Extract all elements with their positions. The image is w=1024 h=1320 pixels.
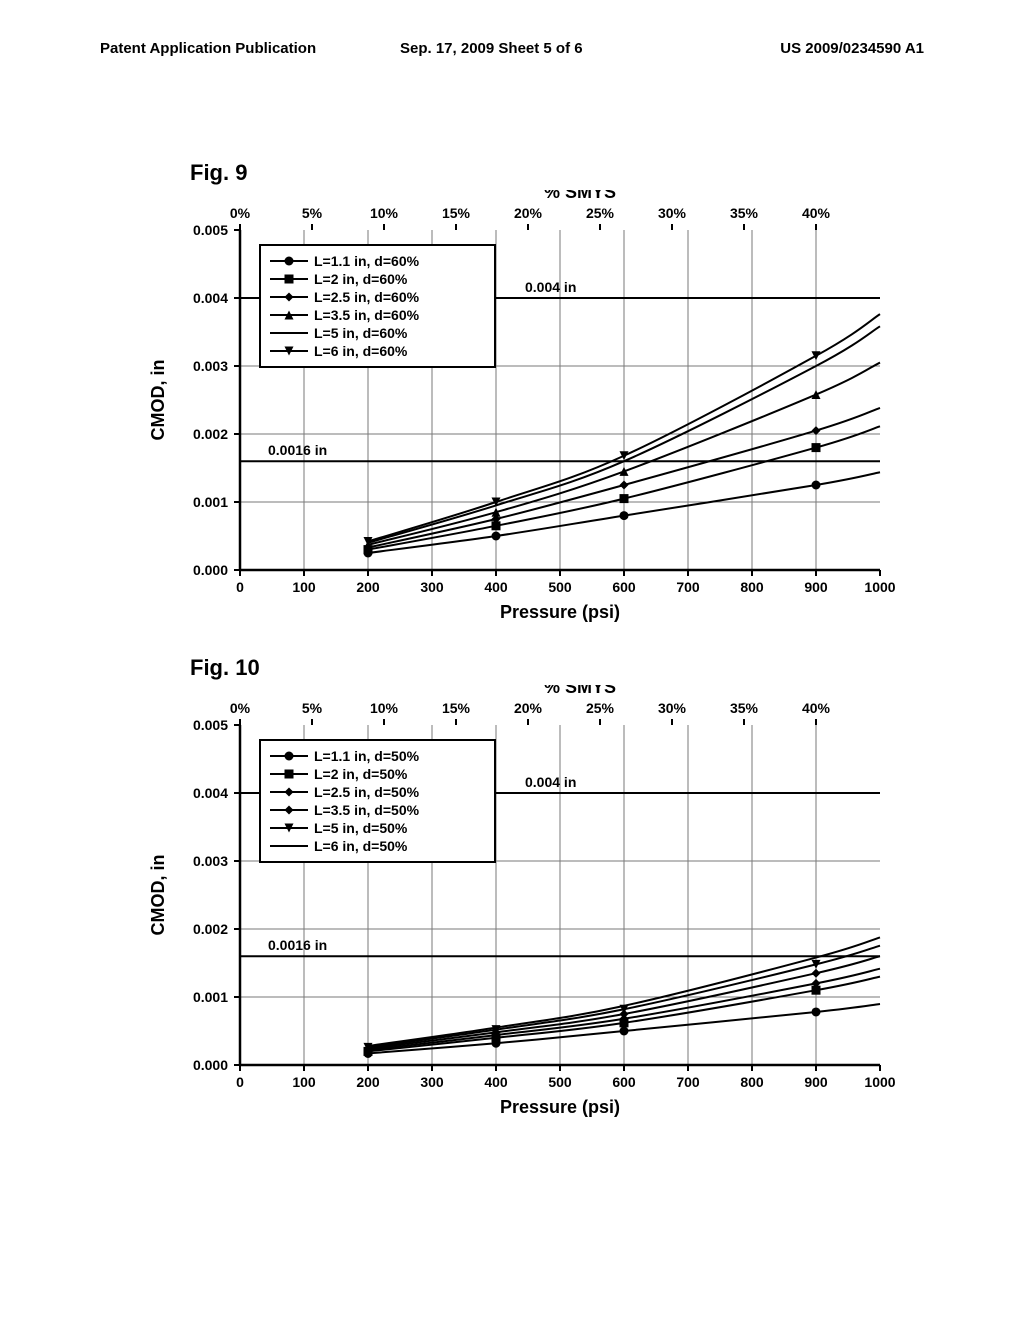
svg-text:700: 700 (676, 1074, 700, 1090)
svg-text:% SMYS: % SMYS (544, 685, 616, 697)
svg-text:L=6 in, d=50%: L=6 in, d=50% (314, 838, 408, 854)
svg-text:L=2.5 in, d=50%: L=2.5 in, d=50% (314, 784, 420, 800)
svg-text:35%: 35% (730, 205, 759, 221)
svg-text:0.005: 0.005 (193, 222, 228, 238)
figure-9-title: Fig. 9 (190, 160, 247, 186)
svg-text:0.000: 0.000 (193, 1057, 228, 1073)
svg-text:L=3.5 in, d=50%: L=3.5 in, d=50% (314, 802, 420, 818)
svg-text:400: 400 (484, 1074, 508, 1090)
svg-text:300: 300 (420, 579, 444, 595)
svg-text:5%: 5% (302, 205, 323, 221)
svg-text:300: 300 (420, 1074, 444, 1090)
svg-text:CMOD, in: CMOD, in (148, 855, 168, 936)
svg-text:800: 800 (740, 1074, 764, 1090)
svg-text:L=3.5 in, d=60%: L=3.5 in, d=60% (314, 307, 420, 323)
svg-text:900: 900 (804, 579, 828, 595)
svg-text:20%: 20% (514, 700, 543, 716)
svg-text:1000: 1000 (864, 1074, 895, 1090)
svg-text:0.002: 0.002 (193, 426, 228, 442)
svg-text:0%: 0% (230, 700, 251, 716)
svg-text:L=5 in, d=50%: L=5 in, d=50% (314, 820, 408, 836)
svg-text:800: 800 (740, 579, 764, 595)
svg-text:0.001: 0.001 (193, 494, 228, 510)
svg-text:CMOD, in: CMOD, in (148, 360, 168, 441)
svg-text:500: 500 (548, 579, 572, 595)
svg-text:500: 500 (548, 1074, 572, 1090)
svg-text:L=1.1 in, d=60%: L=1.1 in, d=60% (314, 253, 420, 269)
svg-text:L=6 in, d=60%: L=6 in, d=60% (314, 343, 408, 359)
svg-text:0: 0 (236, 579, 244, 595)
svg-text:600: 600 (612, 579, 636, 595)
svg-text:30%: 30% (658, 205, 687, 221)
svg-text:L=2 in, d=60%: L=2 in, d=60% (314, 271, 408, 287)
svg-text:0.003: 0.003 (193, 358, 228, 374)
svg-text:Pressure (psi): Pressure (psi) (500, 602, 620, 622)
svg-text:0.004: 0.004 (193, 290, 228, 306)
chart-fig9: 0% 5% 10% 15% 20% 25% 30% 35% 40% % SMYS 0 100 200 30… (140, 190, 900, 630)
figure-10-title: Fig. 10 (190, 655, 260, 681)
svg-text:0.003: 0.003 (193, 853, 228, 869)
svg-text:15%: 15% (442, 700, 471, 716)
svg-text:15%: 15% (442, 205, 471, 221)
svg-text:900: 900 (804, 1074, 828, 1090)
svg-text:100: 100 (292, 1074, 316, 1090)
svg-text:700: 700 (676, 579, 700, 595)
svg-text:200: 200 (356, 1074, 380, 1090)
svg-text:400: 400 (484, 579, 508, 595)
svg-text:0.0016 in: 0.0016 in (268, 937, 327, 953)
svg-text:40%: 40% (802, 205, 831, 221)
svg-text:0.005: 0.005 (193, 717, 228, 733)
svg-text:0.004: 0.004 (193, 785, 228, 801)
svg-text:0.001: 0.001 (193, 989, 228, 1005)
svg-text:100: 100 (292, 579, 316, 595)
svg-text:40%: 40% (802, 700, 831, 716)
header-left: Patent Application Publication (100, 40, 316, 57)
svg-text:L=1.1 in, d=50%: L=1.1 in, d=50% (314, 748, 420, 764)
svg-text:0.004 in: 0.004 in (525, 279, 576, 295)
svg-text:35%: 35% (730, 700, 759, 716)
svg-text:25%: 25% (586, 205, 615, 221)
svg-text:% SMYS: % SMYS (544, 190, 616, 202)
svg-text:600: 600 (612, 1074, 636, 1090)
svg-text:0.000: 0.000 (193, 562, 228, 578)
svg-text:0.0016 in: 0.0016 in (268, 442, 327, 458)
svg-text:L=2.5 in, d=60%: L=2.5 in, d=60% (314, 289, 420, 305)
svg-text:5%: 5% (302, 700, 323, 716)
svg-text:Pressure (psi): Pressure (psi) (500, 1097, 620, 1117)
svg-text:0.002: 0.002 (193, 921, 228, 937)
svg-text:10%: 10% (370, 205, 399, 221)
svg-text:0: 0 (236, 1074, 244, 1090)
figure-10: Fig. 10 0%5%10%15%20%25%30%35%40%% SMYS0… (140, 685, 900, 1125)
svg-text:0%: 0% (230, 205, 251, 221)
svg-text:1000: 1000 (864, 579, 895, 595)
svg-text:20%: 20% (514, 205, 543, 221)
header-center: Sep. 17, 2009 Sheet 5 of 6 (400, 40, 583, 57)
svg-text:L=2 in, d=50%: L=2 in, d=50% (314, 766, 408, 782)
svg-text:25%: 25% (586, 700, 615, 716)
svg-text:10%: 10% (370, 700, 399, 716)
svg-text:200: 200 (356, 579, 380, 595)
svg-text:30%: 30% (658, 700, 687, 716)
svg-text:0.004 in: 0.004 in (525, 774, 576, 790)
figure-9: Fig. 9 0%5%10%15%20%25%30%35%40%% SMYS01… (140, 190, 900, 630)
header-right: US 2009/0234590 A1 (780, 40, 924, 57)
svg-text:L=5 in, d=60%: L=5 in, d=60% (314, 325, 408, 341)
chart-fig10: 0% 5% 10% 15% 20% 25% 30% 35% 40% % SMYS 0 100 200 30… (140, 685, 900, 1125)
